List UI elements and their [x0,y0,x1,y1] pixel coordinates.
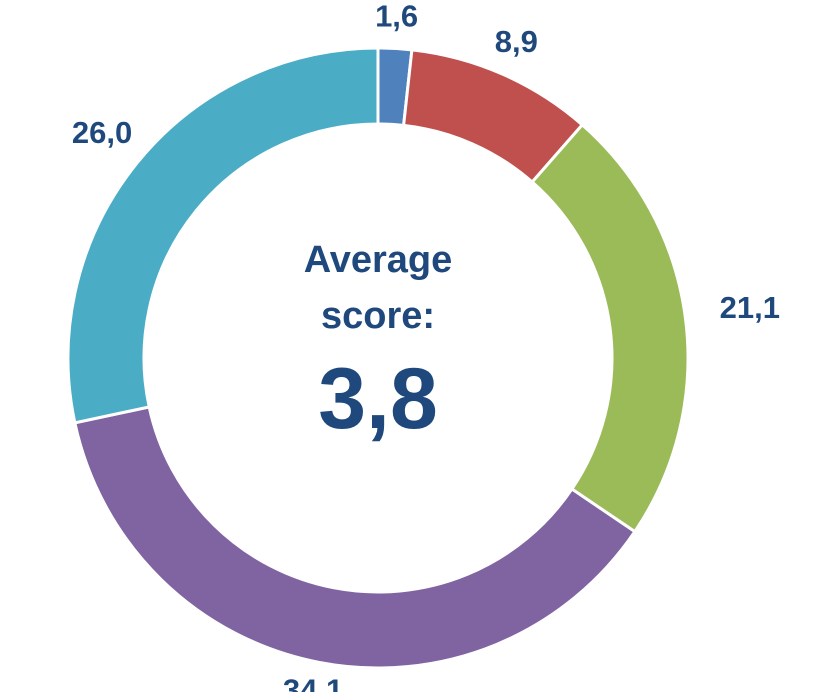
center-value: 3,8 [318,351,438,447]
center-text: Average score: 3,8 [268,232,488,454]
center-label: Average score: [303,239,453,337]
data-label: 34,1 [283,673,343,692]
donut-segment [66,46,380,425]
data-label: 8,9 [495,24,538,59]
donut-segment [530,122,690,534]
data-label: 1,6 [375,0,418,34]
data-label: 26,0 [72,115,132,150]
data-label: 21,1 [720,290,780,325]
donut-segment [73,405,637,670]
